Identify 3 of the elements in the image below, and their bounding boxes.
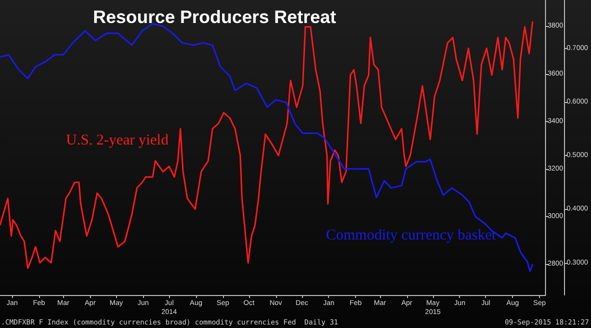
chart-title: Resource Producers Retreat bbox=[93, 7, 336, 27]
series-label: U.S. 2-year yield bbox=[66, 132, 169, 148]
series-label: Commodity currency basket bbox=[326, 228, 497, 244]
